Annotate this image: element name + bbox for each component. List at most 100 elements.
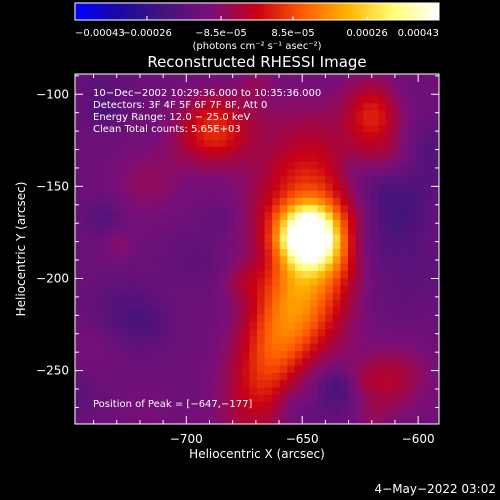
heatmap-cell	[128, 351, 137, 359]
heatmap-cell	[325, 372, 334, 381]
heatmap-cell	[166, 314, 175, 323]
heatmap-cell	[173, 132, 182, 141]
heatmap-cell	[370, 300, 379, 308]
heatmap-cell	[143, 329, 152, 338]
heatmap-cell	[203, 110, 213, 119]
heatmap-cell	[173, 168, 182, 177]
heatmap-cell	[75, 365, 84, 374]
heatmap-cell	[234, 146, 243, 155]
heatmap-cell	[90, 227, 99, 236]
heatmap-cell	[264, 249, 273, 257]
heatmap-cell	[188, 190, 197, 199]
heatmap-cell	[393, 103, 402, 112]
heatmap-cell	[158, 95, 167, 104]
heatmap-cell	[211, 161, 220, 170]
heatmap-cell	[370, 154, 379, 163]
heatmap-cell	[431, 336, 439, 345]
heatmap-cell	[135, 154, 144, 163]
y-tick-label: −200	[36, 271, 69, 285]
heatmap-cell	[340, 81, 349, 90]
heatmap-cell	[310, 205, 319, 214]
heatmap-cell	[302, 110, 311, 119]
heatmap-cell	[143, 139, 152, 148]
heatmap-cell	[401, 212, 410, 221]
heatmap-cell	[173, 117, 182, 126]
heatmap-cell	[82, 81, 91, 90]
heatmap-cell	[310, 292, 319, 301]
heatmap-cell	[135, 292, 144, 301]
heatmap-cell	[120, 314, 129, 323]
heatmap-cell	[97, 154, 106, 163]
heatmap-cell	[90, 402, 99, 411]
heatmap-cell	[203, 234, 213, 243]
heatmap-cell	[340, 183, 349, 192]
heatmap-cell	[150, 227, 160, 236]
heatmap-cell	[385, 380, 395, 389]
heatmap-cell	[431, 125, 439, 133]
heatmap-cell	[75, 321, 84, 330]
heatmap-cell	[219, 365, 228, 374]
heatmap-cell	[340, 161, 349, 170]
heatmap-cell	[287, 197, 296, 206]
heatmap-cell	[370, 234, 379, 243]
heatmap-cell	[112, 139, 122, 148]
heatmap-cell	[188, 227, 197, 236]
heatmap-cell	[279, 190, 288, 199]
heatmap-cell	[317, 183, 326, 192]
heatmap-cell	[105, 358, 114, 367]
heatmap-cell	[272, 409, 281, 418]
heatmap-cell	[128, 270, 137, 279]
heatmap-cell	[302, 88, 311, 97]
heatmap-cell	[135, 146, 144, 155]
heatmap-cell	[219, 409, 228, 418]
heatmap-cell	[188, 103, 197, 112]
heatmap-cell	[332, 380, 342, 389]
heatmap-cell	[257, 394, 266, 403]
heatmap-cell	[173, 183, 182, 192]
heatmap-cell	[401, 132, 410, 141]
heatmap-cell	[211, 394, 220, 403]
heatmap-cell	[82, 154, 91, 163]
heatmap-cell	[317, 365, 326, 374]
heatmap-cell	[325, 365, 334, 374]
heatmap-cell	[302, 307, 311, 316]
heatmap-cell	[325, 190, 334, 199]
heatmap-cell	[173, 249, 182, 257]
heatmap-cell	[294, 74, 304, 82]
heatmap-cell	[431, 270, 439, 279]
heatmap-cell	[120, 103, 129, 112]
heatmap-cell	[75, 74, 84, 82]
heatmap-cell	[401, 176, 410, 184]
heatmap-cell	[348, 227, 357, 236]
heatmap-cell	[401, 409, 410, 418]
heatmap-cell	[166, 351, 175, 359]
heatmap-cell	[294, 190, 304, 199]
heatmap-cell	[82, 285, 91, 294]
heatmap-cell	[219, 110, 228, 119]
heatmap-cell	[120, 234, 129, 243]
heatmap-cell	[135, 139, 144, 148]
heatmap-cell	[166, 365, 175, 374]
heatmap-cell	[143, 234, 152, 243]
heatmap-cell	[408, 227, 417, 236]
heatmap-cell	[317, 270, 326, 279]
heatmap-cell	[294, 212, 304, 221]
heatmap-cell	[408, 146, 417, 155]
heatmap-cell	[249, 380, 258, 389]
colorbar-gradient	[74, 2, 440, 21]
heatmap-cell	[173, 409, 182, 418]
heatmap-cell	[128, 88, 137, 97]
heatmap-cell	[279, 146, 288, 155]
heatmap-cell	[150, 103, 160, 112]
heatmap-cell	[241, 183, 251, 192]
heatmap-cell	[105, 190, 114, 199]
heatmap-cell	[416, 227, 425, 236]
heatmap-cell	[310, 321, 319, 330]
heatmap-cell	[272, 343, 281, 352]
heatmap-cell	[211, 278, 220, 287]
heatmap-cell	[226, 168, 235, 177]
heatmap-cell	[90, 183, 99, 192]
heatmap-cell	[401, 285, 410, 294]
heatmap-cell	[166, 219, 175, 228]
heatmap-cell	[203, 168, 213, 177]
